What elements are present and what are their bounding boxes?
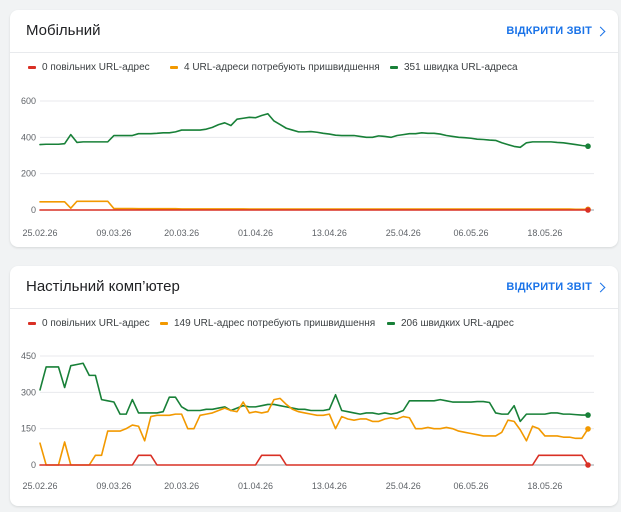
x-tick-label: 25.04.26	[386, 481, 421, 491]
x-tick-label: 01.04.26	[238, 228, 273, 238]
x-tick-label: 06.05.26	[453, 228, 488, 238]
y-tick-label: 450	[21, 351, 36, 361]
x-tick-label: 13.04.26	[312, 481, 347, 491]
series-line-improve[interactable]	[39, 200, 589, 211]
y-tick-label: 400	[21, 132, 36, 142]
open-report-link-mobile[interactable]: ВІДКРИТИ ЗВІТ	[506, 25, 606, 37]
legend-label: 0 повільних URL-адрес	[42, 318, 150, 329]
legend-swatch	[28, 322, 36, 325]
legend-label: 206 швидких URL-адрес	[401, 318, 514, 329]
series-line-fast[interactable]	[39, 362, 589, 423]
legend-label: 4 URL-адреси потребують пришвидшення	[184, 62, 380, 73]
x-tick-label: 18.05.26	[527, 481, 562, 491]
y-tick-label: 300	[21, 387, 36, 397]
x-tick-label: 09.03.26	[96, 481, 131, 491]
open-report-label: ВІДКРИТИ ЗВІТ	[506, 25, 592, 37]
y-tick-label: 0	[31, 205, 36, 215]
mobile-performance-chart: 0 200 400 600 25.02.26 09.03.26 20.03.26 01.04.…	[21, 96, 594, 238]
x-tick-label: 25.04.26	[386, 228, 421, 238]
legend-item-slow[interactable]: 0 повільних URL-адрес	[28, 62, 150, 73]
mobile-card: Мобільний ВІДКРИТИ ЗВІТ 0 повільних URL-…	[10, 10, 618, 247]
open-report-label: ВІДКРИТИ ЗВІТ	[506, 281, 592, 293]
legend-item-slow[interactable]: 0 повільних URL-адрес	[28, 318, 150, 329]
legend-label: 351 швидка URL-адреса	[404, 62, 518, 73]
series-endpoint-improve[interactable]	[585, 426, 591, 432]
legend-label: 0 повільних URL-адрес	[42, 62, 150, 73]
legend-mobile: 0 повільних URL-адрес 4 URL-адреси потре…	[19, 62, 610, 78]
legend-swatch	[387, 322, 395, 325]
x-tick-label: 09.03.26	[96, 228, 131, 238]
card-divider	[10, 52, 618, 53]
y-tick-label: 600	[21, 96, 36, 106]
series-endpoint-fast[interactable]	[585, 143, 591, 150]
legend-item-improve[interactable]: 4 URL-адреси потребують пришвидшення	[170, 62, 380, 73]
legend-item-fast[interactable]: 206 швидких URL-адрес	[387, 318, 514, 329]
card-title-mobile: Мобільний	[26, 22, 101, 39]
legend-item-fast[interactable]: 351 швидка URL-адреса	[390, 62, 518, 73]
series-endpoint-slow[interactable]	[585, 207, 591, 213]
series-line-improve[interactable]	[39, 397, 589, 466]
x-tick-label: 25.02.26	[22, 481, 57, 491]
legend-swatch	[170, 66, 178, 69]
series-line-fast[interactable]	[39, 112, 589, 149]
y-tick-label: 200	[21, 169, 36, 179]
x-tick-label: 18.05.26	[527, 228, 562, 238]
x-tick-label: 20.03.26	[164, 481, 199, 491]
card-divider	[10, 308, 618, 309]
legend-swatch	[390, 66, 398, 69]
x-tick-label: 20.03.26	[164, 228, 199, 238]
series-endpoint-slow[interactable]	[585, 462, 591, 468]
desktop-performance-chart: 0 150 300 450 25.02.26 09.03.26 20.03.26 01.04.…	[21, 351, 594, 491]
legend-desktop: 0 повільних URL-адрес 149 URL-адрес потр…	[19, 318, 610, 334]
x-tick-label: 13.04.26	[312, 228, 347, 238]
desktop-card: Настільний комп’ютер ВІДКРИТИ ЗВІТ 0 пов…	[10, 266, 618, 506]
legend-item-improve[interactable]: 149 URL-адрес потребують пришвидшення	[160, 318, 375, 329]
open-report-link-desktop[interactable]: ВІДКРИТИ ЗВІТ	[506, 281, 606, 293]
y-tick-label: 150	[21, 424, 36, 434]
legend-label: 149 URL-адрес потребують пришвидшення	[174, 318, 376, 329]
x-tick-label: 06.05.26	[453, 481, 488, 491]
series-endpoint-fast[interactable]	[585, 412, 591, 418]
x-tick-label: 01.04.26	[238, 481, 273, 491]
series-line-slow[interactable]	[39, 454, 589, 466]
x-tick-label: 25.02.26	[22, 228, 57, 238]
y-tick-label: 0	[31, 460, 36, 470]
card-title-desktop: Настільний комп’ютер	[26, 278, 180, 295]
legend-swatch	[160, 322, 168, 325]
legend-swatch	[28, 66, 36, 69]
